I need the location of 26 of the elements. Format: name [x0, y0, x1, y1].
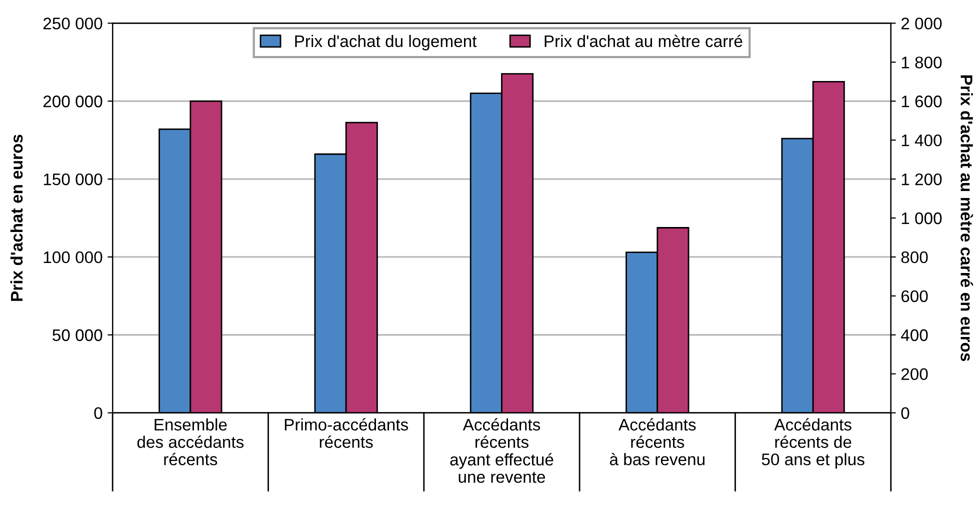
y2-tick-label: 800: [901, 251, 928, 264]
y2-tick-label: 1 800: [902, 56, 942, 68]
legend-label: Prix d'achat du logement: [295, 34, 477, 50]
x-tick-label: Accédants récents à bas revenu: [610, 418, 704, 466]
y2-axis-title: Prix d'achat au mètre carré en euros: [960, 75, 974, 362]
y-tick-label: 50 000: [52, 329, 102, 342]
x-tick-label: Accédants récents ayant effectué une revente: [450, 418, 554, 483]
y-tick-label: 200 000: [43, 96, 102, 108]
y2-tick-label: 200: [901, 368, 928, 380]
x-tick-label: Accédants récents de 50 ans et plus: [762, 418, 864, 469]
y-tick-label: 250 000: [43, 18, 102, 30]
y2-tick-label: 1 400: [902, 134, 942, 146]
y2-tick-label: 1 200: [902, 173, 942, 186]
y-tick-label: 0: [94, 407, 102, 420]
x-tick-label: Primo-accédants récents: [284, 418, 408, 448]
legend-label: Prix d'achat au mètre carré: [544, 34, 742, 48]
y-tick-label: 100 000: [44, 251, 102, 264]
y2-tick-label: 600: [901, 290, 928, 302]
y2-tick-label: 400: [900, 329, 928, 342]
y2-tick-label: 1 600: [902, 96, 942, 108]
x-tick-label: Ensemble des accédants récents: [137, 418, 244, 466]
y2-tick-label: 1 000: [902, 212, 942, 224]
y2-tick-label: 0: [901, 407, 910, 420]
y-tick-label: 150 000: [44, 173, 102, 186]
y-axis-title: Prix d'achat en euros: [10, 134, 23, 301]
y2-tick-label: 2 000: [901, 18, 942, 30]
